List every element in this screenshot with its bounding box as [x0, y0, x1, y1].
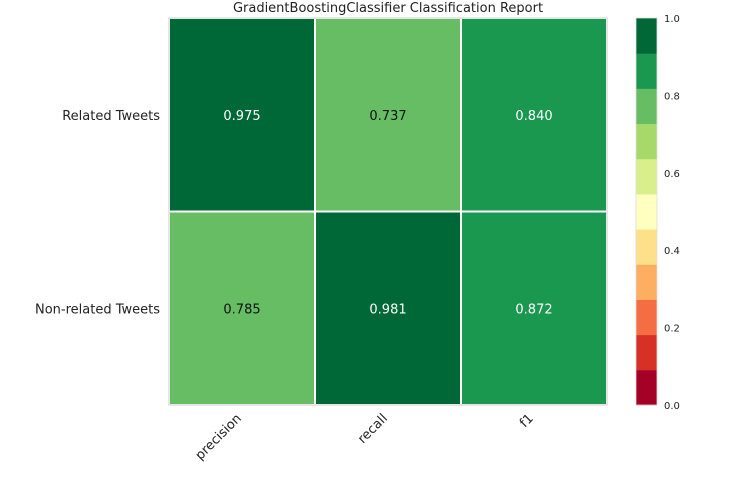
row-label: Related Tweets	[62, 109, 160, 124]
column-labels: precision recall f1	[193, 411, 537, 463]
heatmap-cell	[168, 17, 316, 213]
cell-value-label: 0.872	[515, 302, 552, 317]
colorbar-segment	[636, 369, 657, 406]
plot-frame	[168, 17, 608, 406]
colorbar-segment	[636, 53, 657, 89]
colorbar-segment	[636, 158, 657, 195]
heatmap-cell	[314, 210, 462, 406]
colorbar-tick-label: 1.0	[664, 14, 680, 25]
colorbar-frame	[635, 17, 658, 406]
chart-title: GradientBoostingClassifier Classificatio…	[233, 1, 543, 16]
cell-value-label: 0.840	[515, 109, 552, 124]
column-label: precision	[193, 411, 245, 463]
colorbar-segment	[636, 193, 657, 230]
heatmap-cells	[168, 17, 608, 406]
cell-value-label: 0.975	[223, 109, 260, 124]
column-label: recall	[355, 411, 391, 447]
cell-value-label: 0.981	[369, 302, 406, 317]
cell-value-label: 0.737	[369, 109, 406, 124]
colorbar-segment	[636, 264, 657, 300]
colorbar: 0.0 0.2 0.4 0.6 0.8 1.0	[635, 14, 680, 412]
heatmap-cell	[460, 210, 608, 406]
row-labels: Related Tweets Non-related Tweets	[35, 109, 160, 318]
heatmap-cell	[314, 17, 462, 213]
cell-value-label: 0.785	[223, 302, 260, 317]
colorbar-segment	[636, 299, 657, 336]
column-label: f1	[517, 411, 537, 431]
colorbar-tick-label: 0.6	[664, 169, 680, 180]
row-label: Non-related Tweets	[35, 302, 160, 317]
colorbar-tick-label: 0.4	[664, 246, 680, 257]
colorbar-segment	[636, 334, 657, 371]
colorbar-segment	[636, 88, 657, 125]
colorbar-segment	[636, 18, 657, 54]
colorbar-tick-label: 0.2	[664, 324, 680, 335]
heatmap-cell	[168, 210, 316, 406]
heatmap-value-labels: 0.975 0.737 0.840 0.785 0.981 0.872	[223, 109, 552, 318]
colorbar-segment	[636, 123, 657, 160]
colorbar-tick-label: 0.8	[664, 91, 680, 102]
colorbar-segment	[636, 229, 657, 265]
colorbar-tick-label: 0.0	[664, 401, 680, 412]
